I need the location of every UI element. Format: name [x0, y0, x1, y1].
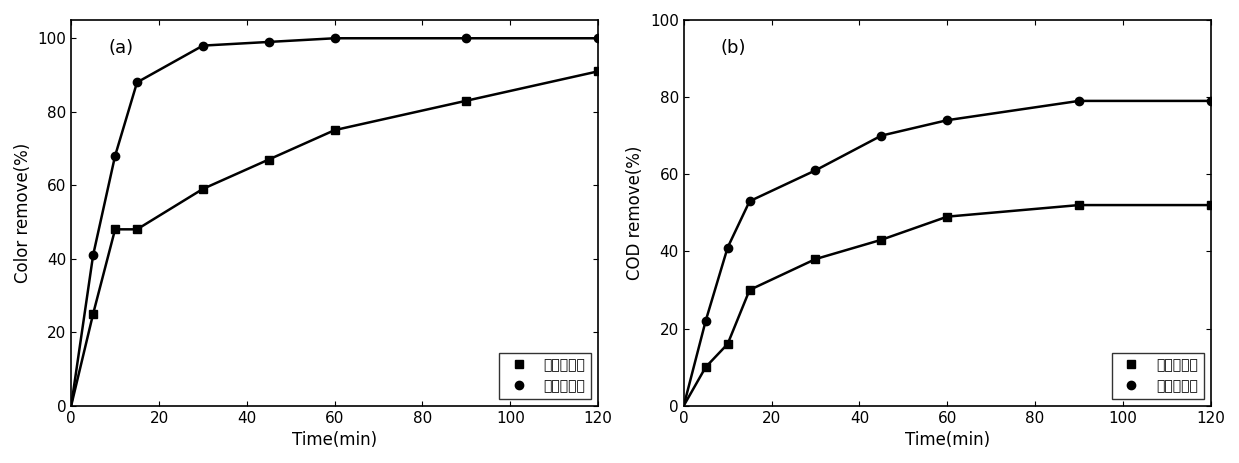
Legend: 未高温处理, 已高温处理: 未高温处理, 已高温处理	[1111, 353, 1204, 399]
X-axis label: Time(min): Time(min)	[904, 431, 990, 449]
Y-axis label: COD remove(%): COD remove(%)	[627, 145, 644, 280]
X-axis label: Time(min): Time(min)	[292, 431, 377, 449]
Y-axis label: Color remove(%): Color remove(%)	[14, 143, 32, 283]
Legend: 未高温处理, 已高温处理: 未高温处理, 已高温处理	[499, 353, 591, 399]
Text: (a): (a)	[108, 39, 133, 57]
Text: (b): (b)	[721, 39, 746, 57]
